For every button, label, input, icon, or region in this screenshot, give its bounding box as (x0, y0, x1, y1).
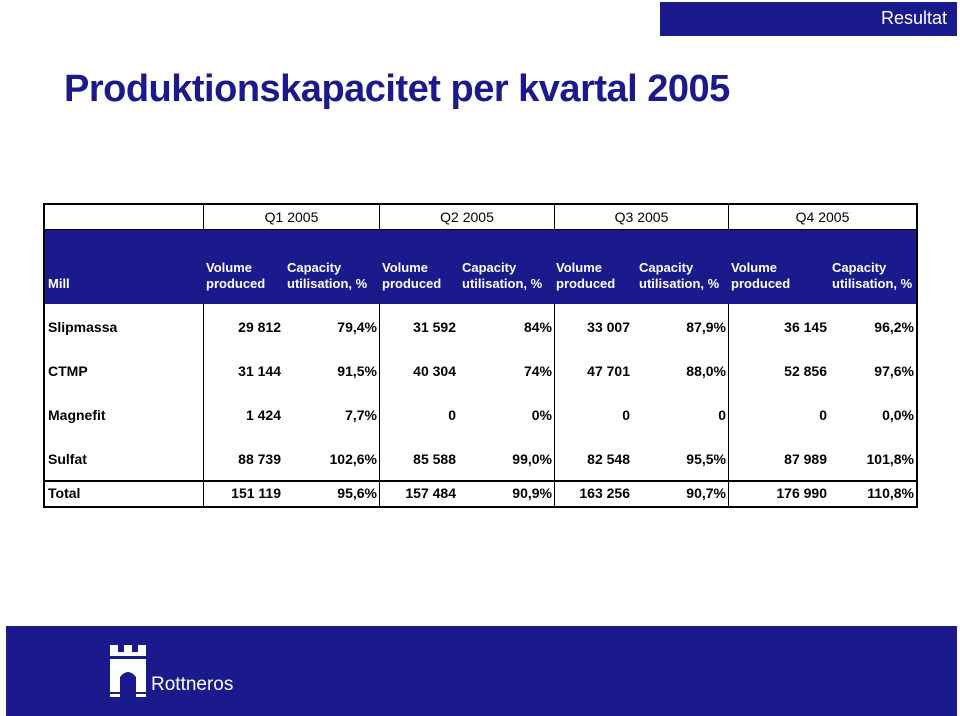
total-value: 151 119 (231, 485, 281, 501)
table-row: Magnefit 1 424 7,7% 0 0% 0 0 0 0,0% (45, 392, 916, 436)
row-label: Slipmassa (48, 319, 118, 335)
table-cell: 40 304 (413, 363, 456, 379)
table-cell: 82 548 (587, 451, 630, 467)
table-cell: 0% (531, 407, 552, 423)
table-cell: 0 (819, 407, 827, 423)
section-tab: Resultat (660, 2, 957, 36)
table-cell: 47 701 (587, 363, 630, 379)
table-cell: 52 856 (784, 363, 827, 379)
table-cell: 0 (718, 407, 726, 423)
table-cell: 99,0% (512, 451, 552, 467)
footer-bar: Rottneros (6, 626, 957, 716)
quarter-q4: Q4 2005 (728, 205, 916, 229)
table-cell: 36 145 (784, 319, 827, 335)
table-cell: 0,0% (882, 407, 914, 423)
logo-text: Rottneros (151, 674, 234, 695)
table-cell: 0 (448, 407, 456, 423)
total-label: Total (48, 485, 81, 501)
total-value: 90,7% (686, 485, 726, 501)
quarter-q2: Q2 2005 (379, 205, 554, 229)
table-cell: 97,6% (874, 363, 914, 379)
table-cell: 101,8% (866, 451, 914, 467)
total-value: 95,6% (337, 485, 377, 501)
table-cell: 33 007 (587, 319, 630, 335)
volume-header-q2: Volume produced (382, 260, 442, 291)
table-cell: 0 (622, 407, 630, 423)
table-cell: 95,5% (686, 451, 726, 467)
volume-header-q4: Volume produced (731, 260, 791, 291)
column-header-row: Mill Volume produced Capacity utilisation,… (45, 230, 916, 304)
mill-header: Mill (48, 276, 70, 291)
volume-header-q1: Volume produced (206, 260, 266, 291)
total-value: 163 256 (579, 485, 630, 501)
row-label: Magnefit (48, 407, 106, 423)
row-label: CTMP (48, 363, 88, 379)
rottneros-tower-logo (110, 645, 146, 697)
page-title: Produktionskapacitet per kvartal 2005 (64, 68, 730, 110)
total-value: 110,8% (867, 485, 914, 501)
quarter-q1: Q1 2005 (203, 205, 379, 229)
table-cell: 31 592 (413, 319, 456, 335)
table-cell: 87,9% (686, 319, 726, 335)
capacity-header-q2: Capacity utilisation, % (462, 260, 543, 291)
data-rows: Slipmassa 29 812 79,4% 31 592 84% 33 007 87,9%… (45, 304, 916, 480)
table-row: Slipmassa 29 812 79,4% 31 592 84% 33 007 87,9%… (45, 304, 916, 348)
table-row: Sulfat 88 739 102,6% 85 588 99,0% 82 548 95,5%… (45, 436, 916, 480)
total-value: 90,9% (512, 485, 552, 501)
total-row: Total 151 119 95,6% 157 484 90,9% 163 25… (45, 480, 916, 506)
table-cell: 1 424 (245, 407, 281, 423)
quarter-q3: Q3 2005 (554, 205, 728, 229)
table-cell: 7,7% (345, 407, 377, 423)
table-cell: 96,2% (874, 319, 914, 335)
capacity-header-q1: Capacity utilisation, % (287, 260, 368, 291)
table-cell: 84% (523, 319, 552, 335)
table-cell: 88 739 (238, 451, 281, 467)
table-cell: 88,0% (686, 363, 726, 379)
capacity-table: Q1 2005 Q2 2005 Q3 2005 Q4 2005 Mill Vol… (43, 203, 918, 508)
table-cell: 85 588 (413, 451, 456, 467)
capacity-header-q4: Capacity utilisation, % (832, 260, 913, 291)
table-cell: 91,5% (337, 363, 377, 379)
table-cell: 74% (523, 363, 552, 379)
capacity-header-q3: Capacity utilisation, % (639, 260, 720, 291)
quarter-header-row: Q1 2005 Q2 2005 Q3 2005 Q4 2005 (45, 205, 916, 230)
table-cell: 79,4% (337, 319, 377, 335)
table-cell: 102,6% (329, 451, 377, 467)
table-cell: 29 812 (238, 319, 281, 335)
table-row: CTMP 31 144 91,5% 40 304 74% 47 701 88,0% 52 85… (45, 348, 916, 392)
total-value: 176 990 (776, 485, 827, 501)
row-label: Sulfat (48, 451, 87, 467)
table-cell: 87 989 (784, 451, 827, 467)
total-value: 157 484 (405, 485, 456, 501)
table-cell: 31 144 (238, 363, 281, 379)
volume-header-q3: Volume produced (556, 260, 616, 291)
